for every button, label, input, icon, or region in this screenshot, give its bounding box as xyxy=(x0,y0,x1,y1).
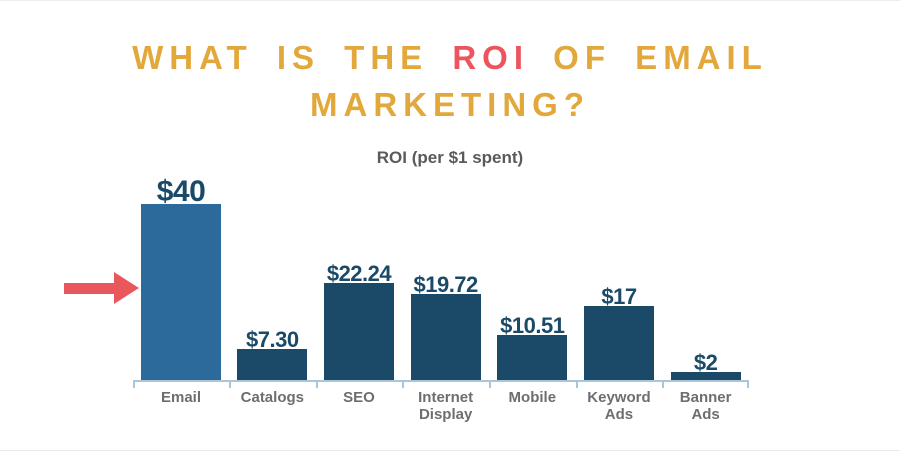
bar-group-seo: $22.24 xyxy=(316,171,403,381)
axis-tick xyxy=(133,380,135,388)
axis-tick xyxy=(747,380,749,388)
x-axis-label-keyword-ads: Keyword Ads xyxy=(576,389,663,423)
x-axis-label-text: Keyword Ads xyxy=(587,389,651,423)
plot-area: $40 $7.30 $22.24 $19.72 $10.51 $17 $2 xyxy=(133,171,749,381)
page-title: WHAT IS THE ROI OF EMAIL MARKETING? xyxy=(0,34,900,128)
arrow-shaft xyxy=(64,283,114,294)
x-axis-label-text: Mobile xyxy=(508,389,557,406)
x-axis-label-text: SEO xyxy=(343,389,375,406)
title-line-2: MARKETING? xyxy=(310,86,590,123)
x-axis-label-mobile: Mobile xyxy=(489,389,576,423)
axis-tick xyxy=(575,380,578,388)
x-axis-label-banner-ads: Banner Ads xyxy=(662,389,749,423)
axis-tick xyxy=(489,380,491,388)
bar-group-banner-ads: $2 xyxy=(662,171,749,381)
bar-value-label: $40 xyxy=(156,175,206,208)
x-axis-label-catalogs: Catalogs xyxy=(229,389,316,423)
bar-group-catalogs: $7.30 xyxy=(229,171,316,381)
title-text-suffix: OF EMAIL xyxy=(529,39,768,76)
x-axis-label-internet-display: Internet Display xyxy=(402,389,489,423)
bar-internet-display xyxy=(410,293,481,381)
bar-value-label: $10.51 xyxy=(500,312,565,338)
x-axis-label-text: Banner Ads xyxy=(679,389,732,423)
bar-value-label: $2 xyxy=(693,350,718,376)
axis-tick xyxy=(402,380,405,388)
x-axis-label-text: Catalogs xyxy=(240,389,304,406)
axis-tick xyxy=(662,380,665,388)
bar-group-email: $40 xyxy=(133,171,229,381)
bar-value-label: $7.30 xyxy=(246,326,299,352)
title-line-1: WHAT IS THE ROI OF EMAIL xyxy=(0,34,900,81)
bar-seo xyxy=(323,282,394,381)
x-axis xyxy=(133,380,749,388)
x-axis-labels: Email Catalogs SEO Internet Display Mobile Ke… xyxy=(133,389,749,423)
bar-group-keyword-ads: $17 xyxy=(576,171,663,381)
x-axis-label-seo: SEO xyxy=(316,389,403,423)
title-roi-highlight: ROI xyxy=(452,39,530,76)
bar-email xyxy=(141,204,221,381)
bar-group-mobile: $10.51 xyxy=(489,171,576,381)
x-axis-label-email: Email xyxy=(133,389,229,423)
x-axis-label-text: Email xyxy=(160,389,202,406)
axis-tick xyxy=(315,380,318,388)
red-arrow-icon xyxy=(64,272,140,305)
x-axis-label-text: Internet Display xyxy=(418,389,474,423)
bar-banner-ads xyxy=(670,372,741,381)
bar-value-label: $17 xyxy=(601,283,637,309)
bar-value-label: $22.24 xyxy=(326,260,392,286)
bar-mobile xyxy=(497,334,568,381)
bar-catalogs xyxy=(237,348,308,381)
title-text-prefix: WHAT IS THE xyxy=(132,39,453,76)
axis-tick xyxy=(229,380,231,388)
bar-keyword-ads xyxy=(583,305,654,381)
chart-title: ROI (per $1 spent) xyxy=(376,148,524,167)
bar-group-internet-display: $19.72 xyxy=(402,171,489,381)
arrow-head xyxy=(114,272,139,304)
bar-value-label: $19.72 xyxy=(413,271,478,297)
